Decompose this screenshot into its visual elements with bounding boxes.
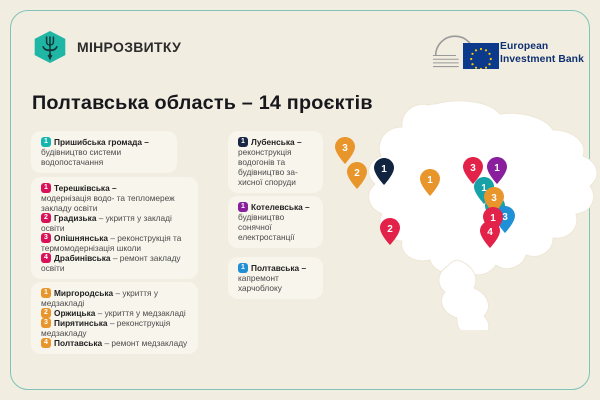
svg-text:2: 2 (354, 168, 360, 179)
svg-text:2: 2 (387, 224, 393, 235)
svg-text:3: 3 (502, 212, 508, 223)
svg-text:1: 1 (494, 163, 500, 174)
svg-text:3: 3 (342, 143, 348, 154)
svg-text:3: 3 (491, 193, 497, 204)
svg-text:1: 1 (381, 164, 387, 175)
svg-text:3: 3 (470, 163, 476, 174)
svg-text:1: 1 (427, 175, 433, 186)
svg-text:4: 4 (487, 227, 493, 238)
